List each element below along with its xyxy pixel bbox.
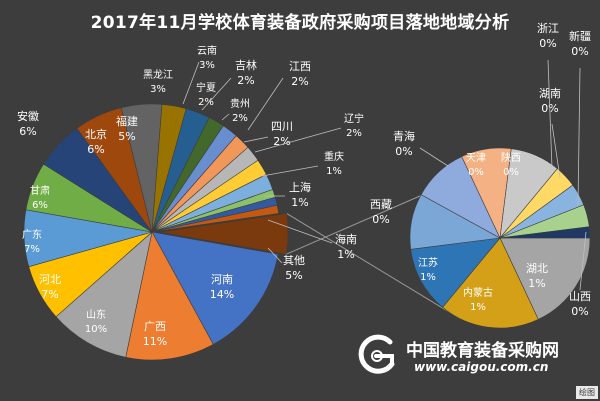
data-label-河南-value: 14%	[210, 288, 234, 301]
leader-line	[577, 67, 581, 206]
data-label-上海-value: 1%	[291, 196, 308, 209]
data-label-西藏-name: 西藏	[370, 198, 392, 211]
data-label-江西-value: 2%	[291, 75, 308, 88]
data-label-黑龙江-value: 3%	[150, 84, 166, 95]
pie-slice-其他	[159, 213, 289, 255]
secondary-slice-山西	[499, 226, 591, 239]
data-label-辽宁-name: 辽宁	[344, 112, 364, 125]
data-label-陕西-value: 0%	[503, 167, 519, 178]
leader-line	[221, 113, 230, 121]
data-label-广西-value: 11%	[143, 335, 167, 348]
data-label-海南-name: 海南	[335, 232, 357, 246]
data-label-宁夏-name: 宁夏	[196, 81, 216, 94]
leader-line	[261, 165, 319, 177]
data-label-山西-name: 山西	[569, 290, 591, 303]
data-label-内蒙古-name: 内蒙古	[463, 286, 493, 299]
data-label-其他-value: 5%	[285, 269, 302, 282]
data-label-吉林-name: 吉林	[235, 58, 257, 72]
watermark-site-url: www.caigou.com.cn	[414, 360, 549, 374]
corner-tag: 绘图	[576, 386, 598, 399]
data-label-四川-value: 2%	[273, 135, 290, 148]
leader-line	[547, 59, 553, 169]
data-label-北京-name: 北京	[85, 127, 107, 141]
site-logo-icon	[358, 334, 395, 374]
data-label-安徽-name: 安徽	[17, 109, 39, 123]
secondary-slice-内蒙古	[442, 237, 539, 329]
data-label-新疆-name: 新疆	[569, 29, 591, 43]
leader-line	[201, 77, 232, 111]
data-label-其他-name: 其他	[283, 254, 305, 267]
data-label-黑龙江-name: 黑龙江	[143, 68, 173, 81]
watermark: 中国教育装备采购网 www.caigou.com.cn	[352, 330, 592, 380]
data-label-上海-name: 上海	[289, 180, 311, 194]
leader-line	[182, 61, 200, 105]
pie-slice-广西	[125, 231, 214, 361]
data-label-宁夏-value: 2%	[198, 97, 214, 108]
data-label-甘肃-value: 6%	[32, 200, 48, 211]
data-label-甘肃-name: 甘肃	[30, 184, 50, 197]
data-label-四川-name: 四川	[271, 120, 293, 133]
data-label-海南-value: 1%	[337, 248, 354, 261]
connector-line	[286, 213, 461, 320]
data-label-新疆-value: 0%	[571, 45, 588, 58]
pie-slice-山东	[55, 231, 153, 358]
data-label-山东-name: 山东	[86, 308, 106, 321]
data-label-江西-name: 江西	[289, 60, 311, 73]
data-label-福建-name: 福建	[116, 114, 138, 128]
data-label-天津-value: 0%	[468, 167, 484, 178]
leader-line	[419, 147, 449, 167]
data-label-青海-name: 青海	[393, 129, 415, 143]
data-label-山西-value: 0%	[571, 305, 588, 318]
data-label-青海-value: 0%	[395, 145, 412, 158]
leader-line	[254, 127, 342, 153]
data-label-广西-name: 广西	[144, 320, 166, 333]
data-label-浙江-value: 0%	[539, 37, 556, 50]
leader-line	[267, 247, 283, 264]
data-label-吉林-value: 2%	[237, 74, 254, 87]
data-label-湖北-value: 1%	[528, 277, 545, 290]
data-label-河南-name: 河南	[211, 273, 233, 286]
pie-slice-河南	[151, 231, 279, 345]
data-label-山东-value: 10%	[85, 324, 107, 335]
data-label-陕西-name: 陕西	[501, 151, 521, 164]
data-label-江苏-value: 1%	[420, 272, 436, 283]
data-label-福建-value: 5%	[118, 130, 135, 143]
data-label-湖北-name: 湖北	[526, 262, 548, 275]
secondary-slice-湖北	[499, 237, 591, 320]
pie-slice-海南	[151, 204, 279, 233]
data-label-贵州-value: 2%	[232, 113, 248, 124]
leader-line	[579, 231, 587, 291]
data-label-重庆-value: 1%	[326, 166, 342, 177]
data-label-云南-value: 3%	[199, 60, 215, 71]
data-label-湖南-name: 湖南	[539, 87, 561, 100]
leader-line	[267, 219, 333, 244]
data-label-河北-value: 7%	[41, 288, 58, 301]
data-label-贵州-name: 贵州	[230, 97, 250, 110]
data-label-安徽-value: 6%	[19, 125, 36, 138]
connector-line	[285, 195, 421, 255]
watermark-site-name: 中国教育装备采购网	[406, 341, 559, 361]
secondary-slice-江苏	[410, 237, 501, 308]
data-label-北京-value: 6%	[87, 143, 104, 156]
leader-line	[247, 77, 284, 131]
data-label-辽宁-value: 2%	[346, 128, 362, 139]
data-label-内蒙古-value: 1%	[470, 302, 486, 313]
data-label-重庆-name: 重庆	[324, 150, 344, 163]
data-label-广东-value: 7%	[24, 244, 40, 255]
data-label-江苏-name: 江苏	[418, 256, 438, 269]
data-label-河北-name: 河北	[39, 273, 61, 286]
data-label-广东-name: 广东	[22, 228, 42, 241]
data-label-西藏-value: 0%	[372, 213, 389, 226]
leader-line	[243, 136, 269, 143]
data-label-天津-name: 天津	[466, 152, 486, 164]
chart-title: 2017年11月学校体育装备政府采购项目落地地域分析	[90, 13, 510, 33]
leader-line	[551, 123, 561, 179]
data-label-云南-name: 云南	[197, 44, 217, 57]
data-label-浙江-name: 浙江	[537, 22, 559, 35]
